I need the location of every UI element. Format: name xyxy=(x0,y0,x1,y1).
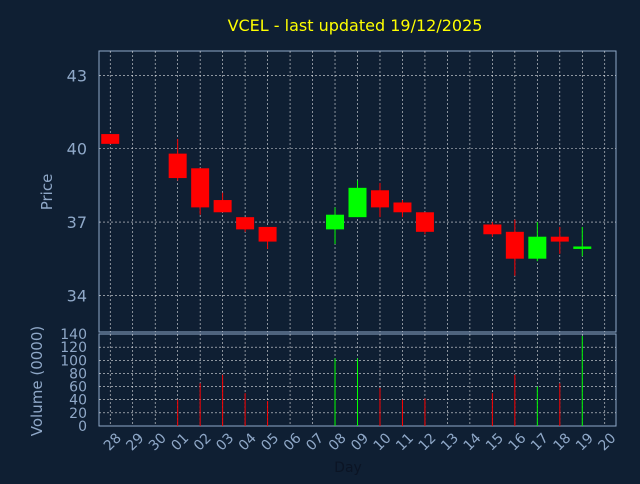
volume-tick-label: 100 xyxy=(60,353,87,369)
candle-body xyxy=(550,236,569,242)
volume-tick-label: 0 xyxy=(78,419,87,435)
candle-body xyxy=(326,214,345,230)
volume-tick-label: 140 xyxy=(60,327,87,343)
candle-body xyxy=(528,236,547,259)
volume-tick-label: 80 xyxy=(69,366,87,382)
candle-body xyxy=(415,212,434,232)
price-tick-label: 37 xyxy=(67,213,87,232)
candle-body xyxy=(258,226,277,242)
volume-axis-label: Volume (0000) xyxy=(28,326,46,436)
candle-body xyxy=(348,187,367,218)
candle-body xyxy=(213,200,232,213)
candle-body xyxy=(483,224,502,235)
price-tick-label: 40 xyxy=(67,140,87,159)
volume-tick-label: 120 xyxy=(60,340,87,356)
candle-body xyxy=(370,190,389,208)
price-tick-label: 34 xyxy=(67,286,87,305)
candle-body xyxy=(393,202,412,213)
candle-body xyxy=(573,246,592,249)
x-axis-label: Day xyxy=(334,460,362,476)
volume-tick-label: 20 xyxy=(69,406,87,422)
candle-body xyxy=(505,231,524,259)
volume-tick-label: 60 xyxy=(69,380,87,396)
x-axis-ticks: 2829300102030405060708091011121314151617… xyxy=(101,430,619,454)
candle-body xyxy=(168,153,187,179)
volume-tick-label: 40 xyxy=(69,393,87,409)
candle-body xyxy=(236,217,255,230)
chart-title: VCEL - last updated 19/12/2025 xyxy=(228,16,483,35)
candle-body xyxy=(191,168,210,208)
price-axis-label: Price xyxy=(38,174,56,211)
price-panel: 34 37 40 43 xyxy=(67,50,617,333)
candle-body xyxy=(101,134,120,144)
price-tick-label: 43 xyxy=(67,66,87,85)
